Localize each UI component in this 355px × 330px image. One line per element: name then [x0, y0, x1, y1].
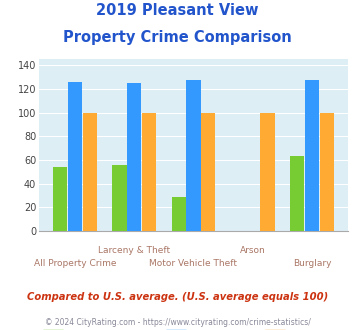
Bar [171, 197, 186, 231]
Text: Compared to U.S. average. (U.S. average equals 100): Compared to U.S. average. (U.S. average … [27, 292, 328, 302]
Bar [290, 156, 304, 231]
Bar [201, 113, 215, 231]
Bar [127, 83, 141, 231]
Bar [68, 82, 82, 231]
Text: Larceny & Theft: Larceny & Theft [98, 246, 170, 255]
Bar [142, 113, 156, 231]
Bar [305, 80, 319, 231]
Text: Burglary: Burglary [293, 259, 331, 268]
Text: Motor Vehicle Theft: Motor Vehicle Theft [149, 259, 237, 268]
Bar [320, 113, 334, 231]
Text: Arson: Arson [240, 246, 266, 255]
Text: All Property Crime: All Property Crime [34, 259, 116, 268]
Bar [83, 113, 97, 231]
Legend: Pleasant View, Tennessee, National: Pleasant View, Tennessee, National [39, 326, 348, 330]
Bar [261, 113, 275, 231]
Text: 2019 Pleasant View: 2019 Pleasant View [96, 3, 259, 18]
Bar [186, 80, 201, 231]
Text: © 2024 CityRating.com - https://www.cityrating.com/crime-statistics/: © 2024 CityRating.com - https://www.city… [45, 318, 310, 327]
Text: Property Crime Comparison: Property Crime Comparison [63, 30, 292, 45]
Bar [53, 167, 67, 231]
Bar [112, 165, 126, 231]
